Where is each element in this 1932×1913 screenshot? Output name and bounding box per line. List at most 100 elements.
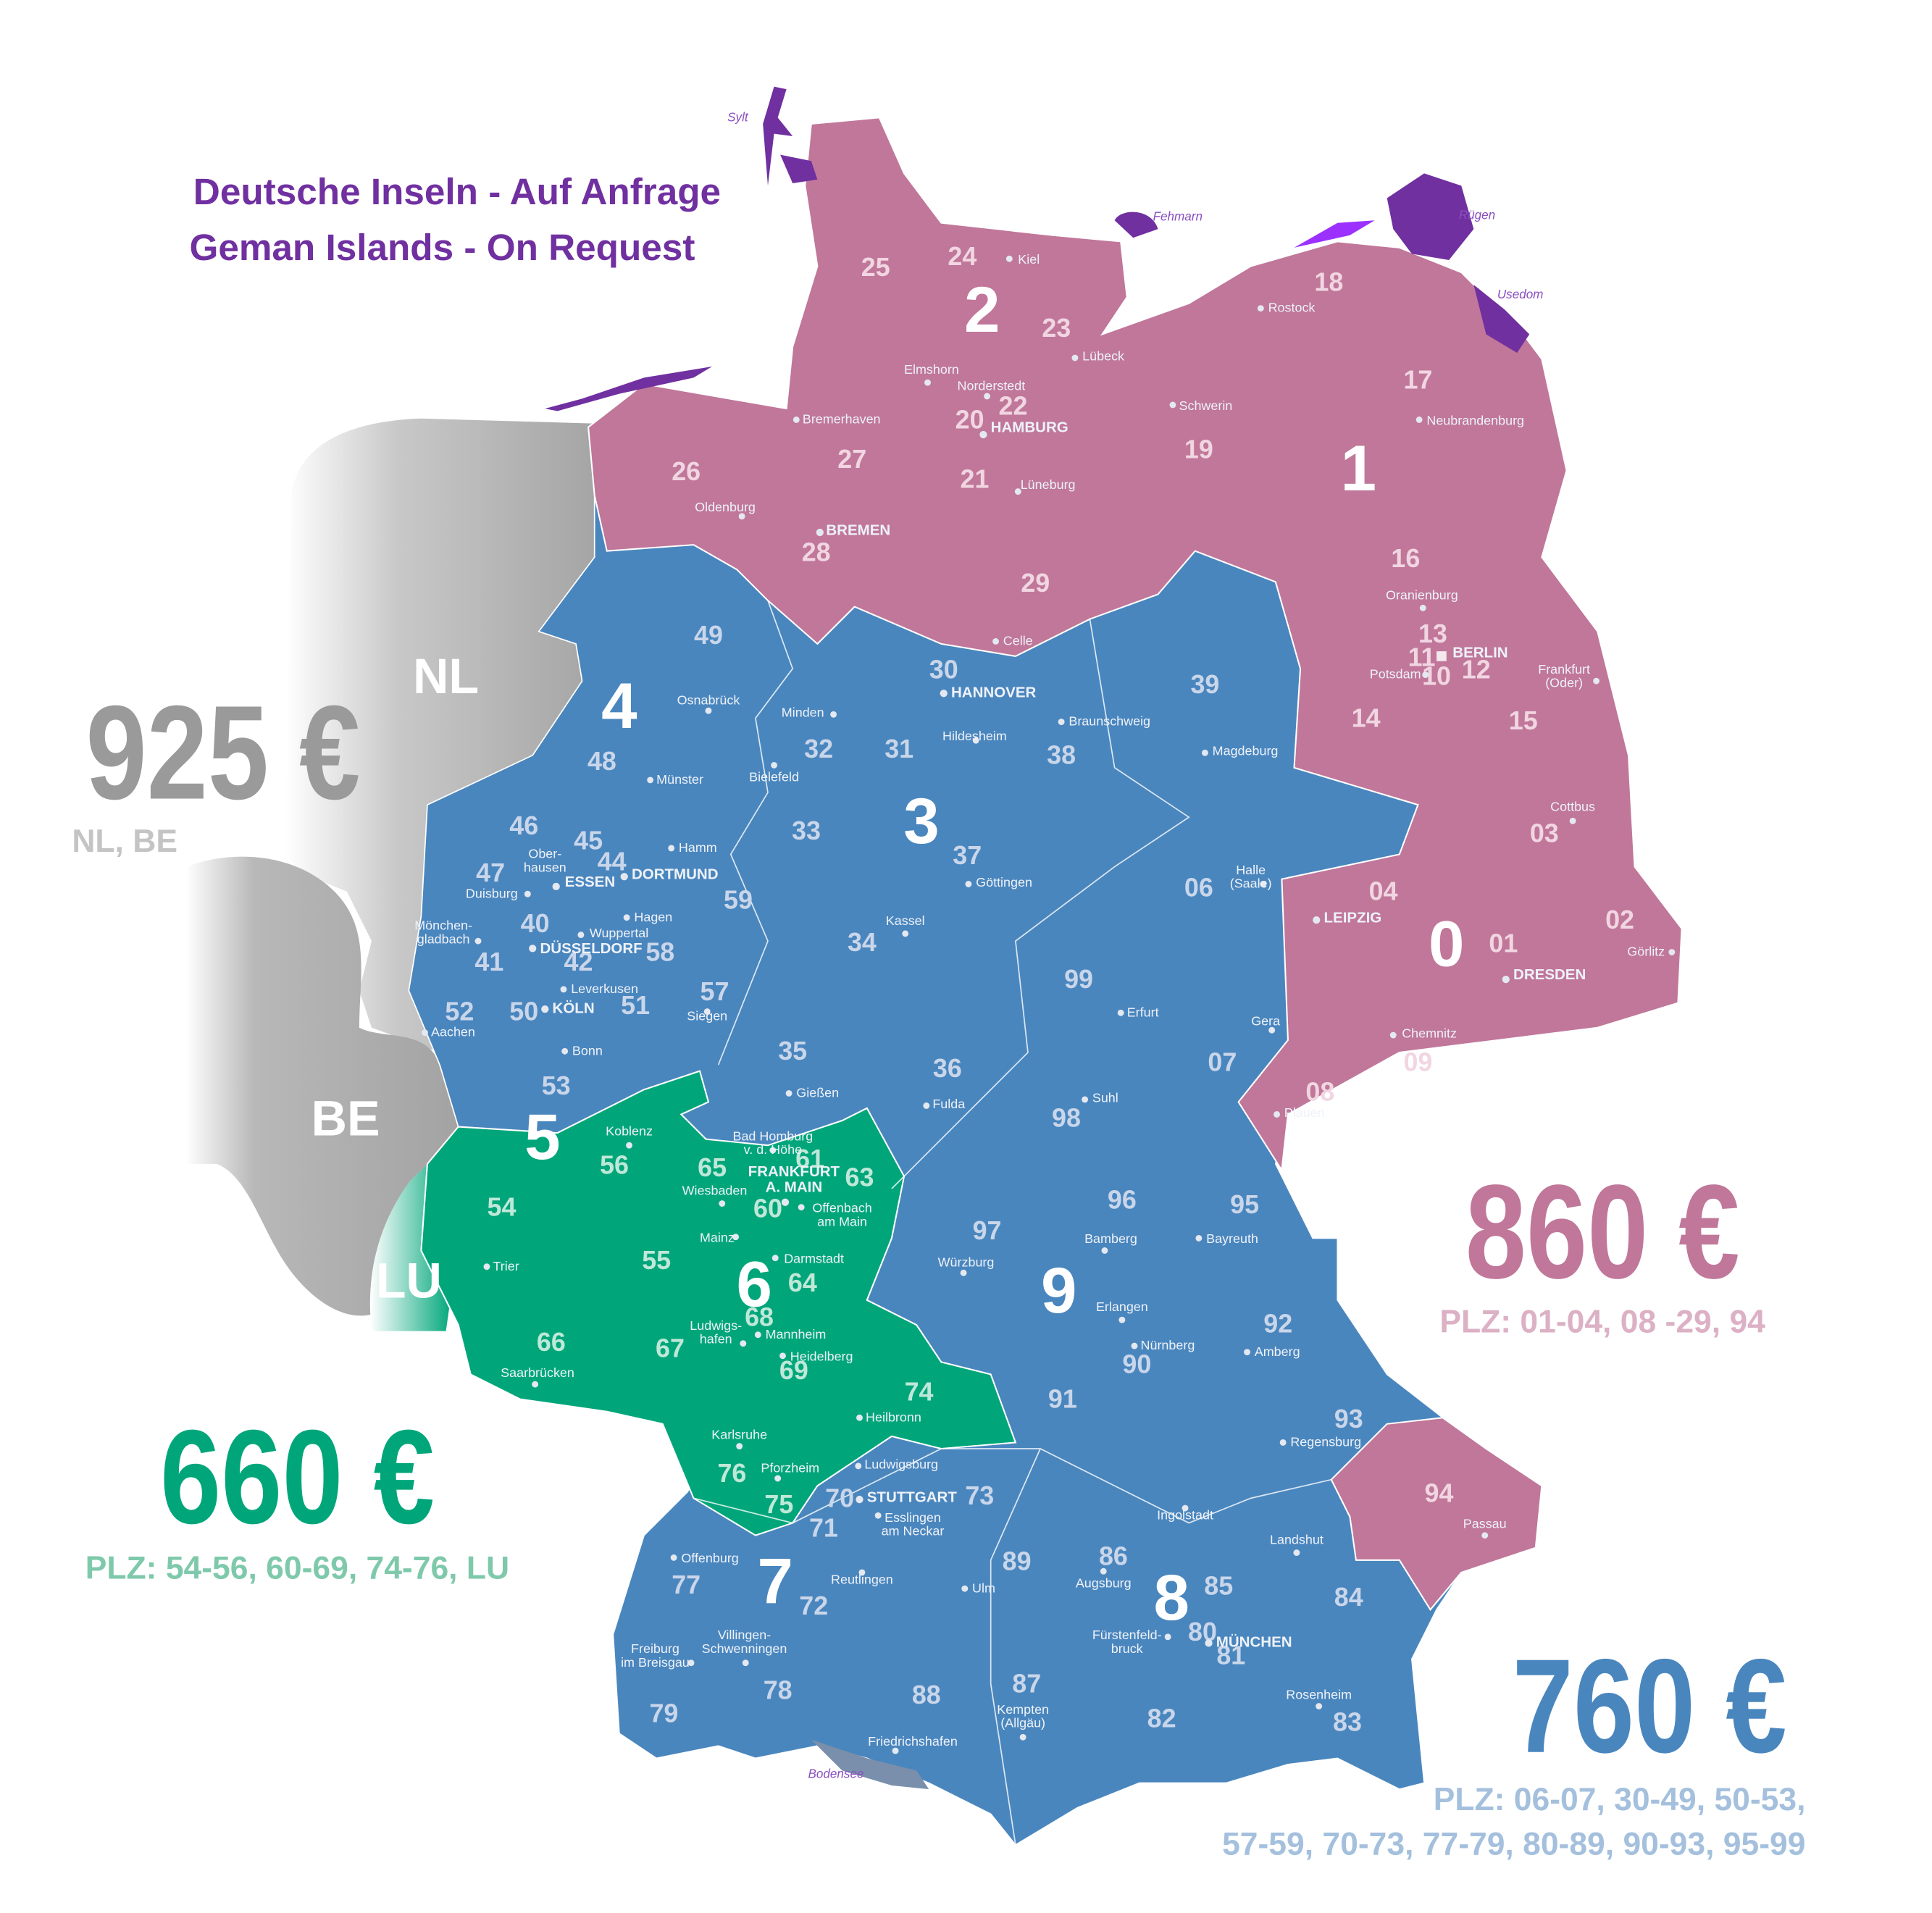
plz-region-54: 54 bbox=[488, 1193, 517, 1222]
city-dot bbox=[1182, 1504, 1189, 1512]
price-amount: 925 € bbox=[85, 677, 360, 827]
city-dot bbox=[1668, 949, 1676, 955]
plz-region-67: 67 bbox=[656, 1334, 685, 1362]
zone-digit-9: 9 bbox=[1041, 1255, 1076, 1326]
plz-region-17: 17 bbox=[1403, 366, 1432, 395]
city-dot bbox=[1313, 916, 1321, 924]
city-dot bbox=[1019, 1733, 1026, 1741]
zone-digit-2: 2 bbox=[964, 274, 1000, 346]
city-dot bbox=[1195, 1234, 1203, 1242]
city-dot bbox=[738, 513, 745, 520]
city-label-chemnitz: Chemnitz bbox=[1402, 1026, 1457, 1040]
plz-region-82: 82 bbox=[1147, 1704, 1176, 1733]
city-dot bbox=[1082, 1096, 1089, 1103]
city-dot bbox=[736, 1443, 743, 1450]
plz-region-90: 90 bbox=[1122, 1350, 1151, 1379]
city-label-rostock: Rostock bbox=[1268, 301, 1316, 315]
plz-region-58: 58 bbox=[645, 937, 674, 966]
city-label-bayreuth: Bayreuth bbox=[1206, 1231, 1258, 1246]
plz-region-41: 41 bbox=[474, 947, 503, 976]
city-dot bbox=[524, 890, 531, 897]
city-label-mainz: Mainz bbox=[700, 1231, 735, 1245]
city-label-göttingen: Göttingen bbox=[976, 875, 1032, 889]
plz-region-36: 36 bbox=[933, 1054, 962, 1083]
city-label-köln: KÖLN bbox=[553, 1000, 595, 1016]
city-dot bbox=[1481, 1532, 1489, 1539]
city-dot bbox=[1415, 416, 1423, 423]
plz-region-30: 30 bbox=[929, 656, 958, 685]
plz-region-86: 86 bbox=[1099, 1542, 1128, 1571]
city-label-erfurt: Erfurt bbox=[1127, 1005, 1159, 1019]
city-dot bbox=[1201, 749, 1208, 756]
plz-region-92: 92 bbox=[1263, 1309, 1292, 1338]
city-dot bbox=[924, 379, 931, 386]
city-label-rosenheim: Rosenheim bbox=[1286, 1687, 1352, 1701]
city-label-koblenz: Koblenz bbox=[606, 1124, 653, 1139]
city-label-ludwigsburg: Ludwigsburg bbox=[864, 1457, 938, 1471]
city-label-ingolstadt: Ingolstadt bbox=[1157, 1507, 1213, 1522]
city-label-mönchen-gladbach: Mönchen-gladbach bbox=[414, 918, 472, 947]
island-label-bodensee: Bodensee bbox=[808, 1767, 864, 1781]
plz-region-84: 84 bbox=[1334, 1583, 1363, 1612]
city-dot bbox=[771, 1255, 779, 1262]
price-plz-ranges: PLZ: 01-04, 08 -29, 94 bbox=[1439, 1304, 1765, 1339]
plz-region-70: 70 bbox=[825, 1483, 854, 1512]
plz-region-83: 83 bbox=[1333, 1708, 1362, 1737]
plz-region-03: 03 bbox=[1530, 819, 1559, 847]
city-label-norderstedt: Norderstedt bbox=[958, 378, 1026, 393]
city-label-gera: Gera bbox=[1251, 1013, 1280, 1028]
zone-digit-5: 5 bbox=[524, 1101, 560, 1173]
city-label-dortmund: DORTMUND bbox=[632, 866, 719, 883]
plz-region-28: 28 bbox=[802, 537, 831, 566]
city-dot bbox=[1260, 881, 1267, 887]
price-amount: 860 € bbox=[1465, 1157, 1740, 1307]
island-label-sylt: Sylt bbox=[727, 111, 749, 125]
city-dot bbox=[1058, 719, 1065, 726]
title-islands-de: Deutsche Inseln - Auf Anfrage bbox=[193, 171, 721, 212]
plz-region-60: 60 bbox=[753, 1194, 782, 1223]
city-label-oranienburg: Oranienburg bbox=[1386, 587, 1458, 602]
plz-region-71: 71 bbox=[809, 1513, 838, 1542]
city-dot bbox=[1274, 1111, 1280, 1118]
plz-region-52: 52 bbox=[445, 997, 474, 1026]
city-label-fulda: Fulda bbox=[932, 1097, 965, 1111]
city-dot bbox=[732, 1234, 739, 1241]
city-dot bbox=[779, 1352, 786, 1360]
city-label-plauen: Plauen bbox=[1284, 1105, 1325, 1120]
plz-region-94: 94 bbox=[1425, 1478, 1454, 1507]
city-label-oldenburg: Oldenburg bbox=[695, 500, 756, 514]
plz-region-33: 33 bbox=[792, 816, 821, 845]
city-label-celle: Celle bbox=[1003, 634, 1033, 648]
city-label-bad-homburg-v-d-höhe: Bad Homburg v. d. Höhe bbox=[732, 1129, 813, 1157]
city-label-würzburg: Würzburg bbox=[938, 1255, 995, 1270]
city-dot bbox=[856, 1495, 863, 1504]
plz-region-53: 53 bbox=[542, 1071, 571, 1100]
plz-region-87: 87 bbox=[1012, 1670, 1041, 1699]
plz-region-80: 80 bbox=[1188, 1617, 1217, 1646]
plz-region-46: 46 bbox=[509, 811, 538, 840]
city-dot bbox=[422, 1029, 428, 1037]
city-label-hildesheim: Hildesheim bbox=[942, 729, 1007, 743]
plz-region-02: 02 bbox=[1605, 905, 1634, 934]
city-label-görlitz: Görlitz bbox=[1627, 945, 1665, 959]
city-dot bbox=[992, 638, 999, 645]
plz-region-59: 59 bbox=[724, 886, 753, 915]
city-label-nürnberg: Nürnberg bbox=[1141, 1338, 1195, 1352]
city-dot bbox=[1279, 1439, 1287, 1446]
city-dot bbox=[687, 1659, 695, 1667]
city-label-bielefeld: Bielefeld bbox=[749, 770, 799, 784]
city-dot bbox=[647, 776, 654, 784]
plz-region-32: 32 bbox=[804, 734, 833, 763]
city-label-gießen: Gießen bbox=[796, 1086, 839, 1100]
plz-region-61: 61 bbox=[795, 1144, 824, 1173]
city-label-passau: Passau bbox=[1463, 1516, 1507, 1531]
city-label-trier: Trier bbox=[493, 1259, 519, 1273]
city-label-essen: ESSEN bbox=[565, 874, 616, 890]
zone-digit-6: 6 bbox=[736, 1248, 771, 1320]
city-label-ulm: Ulm bbox=[972, 1581, 995, 1595]
city-dot bbox=[740, 1340, 747, 1347]
zone-pink-area bbox=[587, 117, 1683, 1173]
plz-region-65: 65 bbox=[698, 1153, 727, 1182]
price-amount: 660 € bbox=[160, 1402, 435, 1552]
